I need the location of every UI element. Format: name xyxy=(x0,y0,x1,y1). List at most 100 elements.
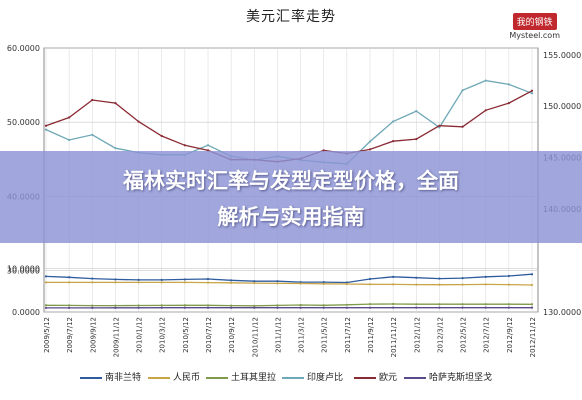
data-point xyxy=(392,306,395,309)
x-tick-label: 2012/1/12 xyxy=(413,317,421,353)
data-point xyxy=(183,144,186,147)
data-point xyxy=(322,149,325,152)
data-point xyxy=(206,306,210,309)
x-tick-label: 2010/9/12 xyxy=(228,317,236,353)
data-point xyxy=(44,281,48,284)
data-point xyxy=(276,280,279,283)
data-point xyxy=(438,283,441,286)
data-point xyxy=(253,280,256,283)
data-point xyxy=(137,120,140,123)
legend-label: 人民币 xyxy=(173,373,201,383)
data-point xyxy=(44,124,48,127)
series-line xyxy=(45,273,533,284)
data-point xyxy=(183,304,186,307)
data-point xyxy=(68,138,71,142)
y-left-tick-label: 30.0000 xyxy=(7,267,40,276)
data-point xyxy=(507,83,510,86)
data-point xyxy=(530,303,534,306)
legend-label: 哈萨克斯坦坚戈 xyxy=(429,373,493,383)
data-point xyxy=(160,134,163,138)
data-point xyxy=(415,283,418,286)
data-point xyxy=(206,149,210,152)
legend-label: 土耳其里拉 xyxy=(231,373,277,383)
legend-swatch xyxy=(404,376,426,379)
data-point xyxy=(461,283,464,286)
y-left-tick-label: 50.0000 xyxy=(7,118,40,127)
data-point xyxy=(253,304,256,307)
data-point xyxy=(91,304,94,307)
data-point xyxy=(299,306,302,309)
data-point xyxy=(276,306,279,309)
data-point xyxy=(368,277,372,281)
data-point xyxy=(137,278,140,281)
data-point xyxy=(530,89,534,92)
x-tick-label: 2009/11/12 xyxy=(112,317,120,357)
data-point xyxy=(183,278,186,281)
data-point xyxy=(68,304,71,307)
data-point xyxy=(44,128,48,131)
series-line xyxy=(45,303,533,307)
data-point xyxy=(44,304,48,307)
data-point xyxy=(507,283,510,286)
data-point xyxy=(68,281,71,284)
x-tick-label: 2011/9/12 xyxy=(367,317,375,353)
data-point xyxy=(322,282,325,285)
data-point xyxy=(91,281,94,284)
data-point xyxy=(183,306,186,309)
data-point xyxy=(322,280,325,284)
data-point xyxy=(530,92,534,95)
data-point xyxy=(530,283,534,287)
chart-title: 美元汇率走势 xyxy=(246,9,336,25)
legend-label: 南非兰特 xyxy=(105,373,142,383)
data-point xyxy=(160,278,163,281)
data-point xyxy=(345,282,348,286)
data-point xyxy=(206,304,210,307)
data-point xyxy=(68,306,71,309)
x-tick-label: 2012/9/12 xyxy=(506,317,514,353)
data-point xyxy=(322,306,325,309)
x-tick-label: 2011/1/12 xyxy=(274,317,282,353)
data-point xyxy=(438,303,441,306)
legend-swatch xyxy=(282,376,304,379)
data-point xyxy=(114,102,117,105)
legend-swatch xyxy=(354,376,376,379)
data-point xyxy=(461,306,464,309)
x-tick-label: 2011/7/12 xyxy=(344,317,352,353)
data-point xyxy=(276,282,279,285)
data-point xyxy=(368,148,372,151)
data-point xyxy=(507,102,510,105)
legend-item: 印度卢比 xyxy=(282,370,343,383)
data-point xyxy=(44,306,48,310)
data-point xyxy=(392,140,395,143)
data-point xyxy=(183,281,186,284)
data-point xyxy=(484,275,487,278)
data-point xyxy=(461,89,464,92)
data-point xyxy=(368,303,372,306)
data-point xyxy=(68,276,71,279)
y-right-tick-label: 155.0000 xyxy=(543,51,581,60)
data-point xyxy=(276,304,279,307)
data-point xyxy=(230,304,233,307)
legend-item: 欧元 xyxy=(354,370,397,383)
y-left-tick-label: 60.0000 xyxy=(7,44,40,53)
data-point xyxy=(392,283,395,286)
x-tick-label: 2009/7/12 xyxy=(66,317,74,353)
overlay-banner: 福林实时汇率与发型定型价格，全面 解析与实用指南 xyxy=(0,151,582,243)
y-right-tick-label: 130.0000 xyxy=(543,308,581,317)
legend-item: 土耳其里拉 xyxy=(206,370,276,383)
data-point xyxy=(206,281,210,284)
data-point xyxy=(345,306,348,309)
data-point xyxy=(114,306,117,309)
data-point xyxy=(461,303,464,306)
data-point xyxy=(322,304,325,307)
overlay-line-2: 解析与实用指南 xyxy=(217,205,365,229)
brand-badge: 我的钢铁 xyxy=(512,13,557,30)
legend-item: 南非兰特 xyxy=(80,370,141,383)
brand-logo: 我的钢铁 Mysteel.com xyxy=(509,10,560,40)
data-point xyxy=(368,306,372,309)
data-point xyxy=(114,147,117,150)
overlay-line-1: 福林实时汇率与发型定型价格，全面 xyxy=(123,169,459,193)
x-tick-label: 2010/1/12 xyxy=(136,317,144,353)
x-tick-label: 2012/3/12 xyxy=(436,317,444,353)
data-point xyxy=(461,125,464,128)
